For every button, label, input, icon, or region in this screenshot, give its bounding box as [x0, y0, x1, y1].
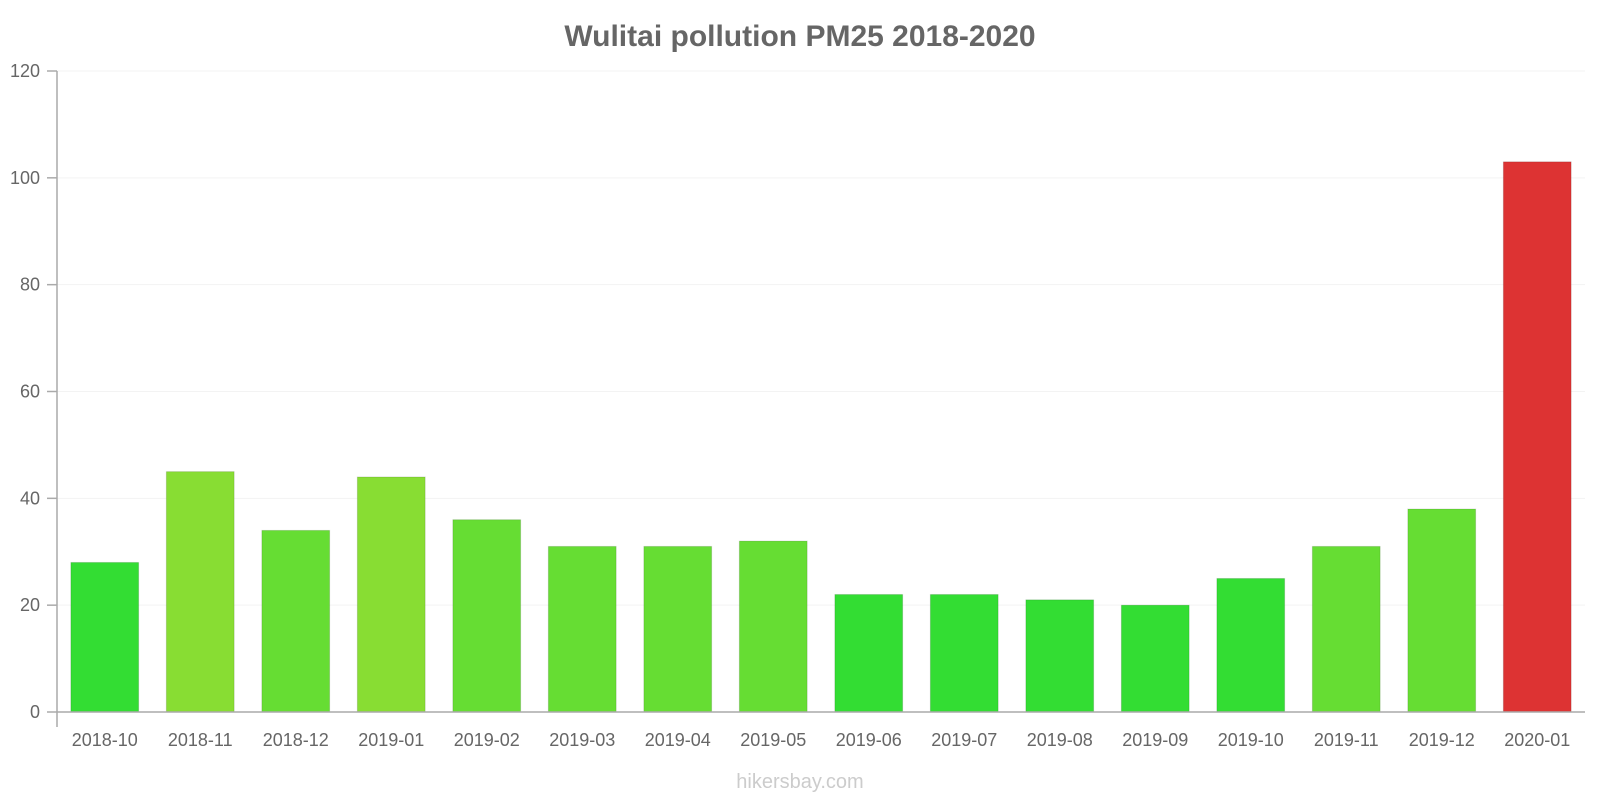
x-tick-label-2019-07: 2019-07: [931, 730, 997, 750]
bar-2019-04: [643, 545, 713, 713]
x-tick-label-2020-01: 2020-01: [1504, 730, 1570, 750]
x-tick-label-2018-11: 2018-11: [168, 730, 233, 750]
y-tick-label-100: 100: [10, 168, 40, 188]
x-tick-label-2019-04: 2019-04: [645, 730, 711, 750]
bar-2019-02: [452, 519, 522, 713]
x-tick-label-2019-03: 2019-03: [549, 730, 615, 750]
bar-2019-08: [1025, 599, 1095, 713]
y-tick-label-60: 60: [20, 382, 40, 402]
y-tick-label-80: 80: [20, 275, 40, 295]
bar-2018-12: [261, 529, 331, 713]
y-axis-tick-labels: 0 20 40 60 80 100 120: [10, 61, 40, 722]
bar-2019-03: [547, 545, 617, 713]
bar-2019-12: [1407, 508, 1477, 713]
bar-2020-01: [1502, 161, 1572, 713]
chart-title: Wulitai pollution PM25 2018-2020: [564, 20, 1035, 53]
grid-lines: [57, 70, 1585, 606]
bar-2018-10: [70, 561, 140, 713]
x-tick-label-2019-01: 2019-01: [358, 730, 424, 750]
x-tick-label-2019-05: 2019-05: [740, 730, 806, 750]
y-tick-label-20: 20: [20, 595, 40, 615]
x-tick-label-2019-08: 2019-08: [1027, 730, 1093, 750]
x-tick-label-2019-12: 2019-12: [1409, 730, 1475, 750]
x-tick-label-2018-10: 2018-10: [72, 730, 138, 750]
y-tick-label-40: 40: [20, 488, 40, 508]
x-tick-label-2018-12: 2018-12: [263, 730, 329, 750]
x-axis-tick-labels: 2018-10 2018-11 2018-12 2019-01 2019-02 2019-…: [72, 730, 1571, 750]
bars: [70, 161, 1572, 713]
y-tick-label-0: 0: [30, 702, 40, 722]
bar-2019-07: [929, 593, 999, 713]
bar-2019-10: [1216, 577, 1286, 713]
y-tick-label-120: 120: [10, 61, 40, 81]
bar-2019-11: [1311, 545, 1381, 713]
bar-2019-06: [834, 593, 904, 713]
bar-2019-09: [1120, 604, 1190, 713]
x-tick-label-2019-11: 2019-11: [1314, 730, 1379, 750]
x-tick-label-2019-06: 2019-06: [836, 730, 902, 750]
bar-2019-01: [356, 476, 426, 713]
x-tick-label-2019-02: 2019-02: [454, 730, 520, 750]
x-tick-label-2019-10: 2019-10: [1218, 730, 1284, 750]
x-tick-label-2019-09: 2019-09: [1122, 730, 1188, 750]
watermark-text: hikersbay.com: [736, 771, 863, 793]
bar-2018-11: [165, 471, 235, 713]
axes: [47, 70, 1585, 727]
bar-2019-05: [738, 540, 808, 713]
